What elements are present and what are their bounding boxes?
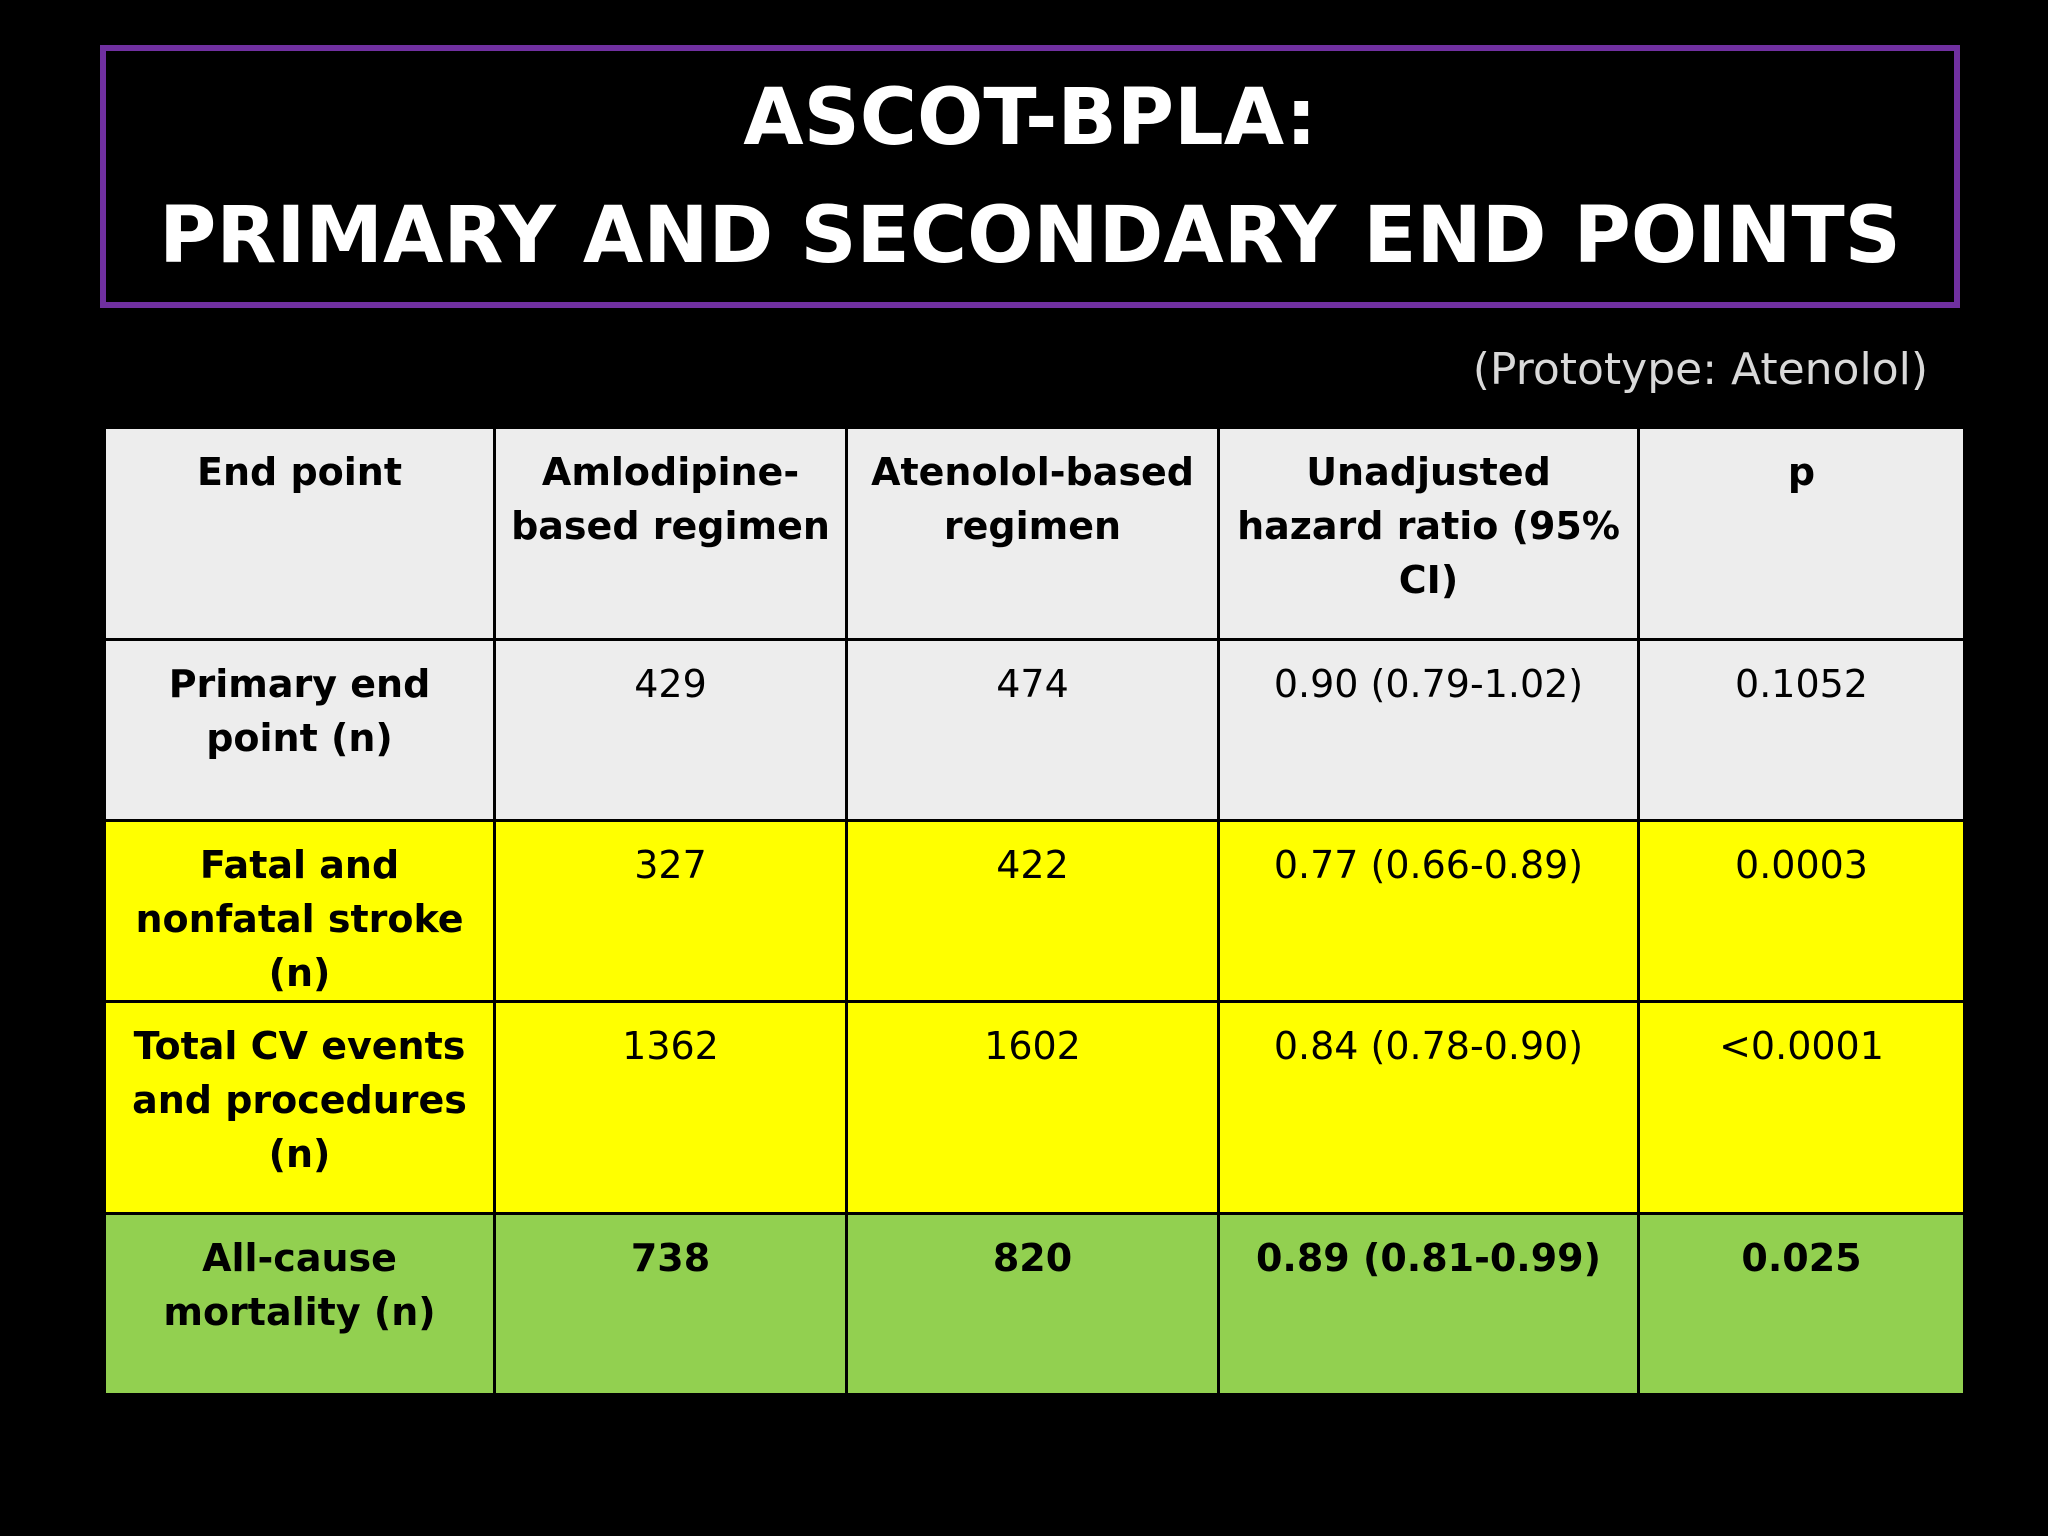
cell-amlodipine: 429 — [493, 638, 848, 822]
cell-atenolol: 422 — [845, 819, 1220, 1003]
header-atenolol: Atenolol-based regimen — [845, 426, 1220, 641]
cell-atenolol: 820 — [845, 1212, 1220, 1396]
table-row: Fatal and nonfatal stroke (n) 327 422 0.… — [103, 819, 1966, 1003]
cell-hazard-ratio: 0.89 (0.81-0.99) — [1217, 1212, 1640, 1396]
prototype-note: (Prototype: Atenolol) — [1472, 344, 1928, 395]
cell-p: 0.1052 — [1637, 638, 1966, 822]
cell-hazard-ratio: 0.90 (0.79-1.02) — [1217, 638, 1640, 822]
row-label: Fatal and nonfatal stroke (n) — [103, 819, 496, 1003]
cell-atenolol: 1602 — [845, 1000, 1220, 1215]
table-header-row: End point Amlodipine-based regimen Ateno… — [103, 426, 1966, 641]
table-row: All-cause mortality (n) 738 820 0.89 (0.… — [103, 1212, 1966, 1396]
cell-p: 0.0003 — [1637, 819, 1966, 1003]
header-amlodipine: Amlodipine-based regimen — [493, 426, 848, 641]
title-line-2: PRIMARY AND SECONDARY END POINTS — [159, 190, 1901, 281]
endpoints-table: End point Amlodipine-based regimen Ateno… — [103, 426, 1966, 1396]
cell-amlodipine: 327 — [493, 819, 848, 1003]
row-label: All-cause mortality (n) — [103, 1212, 496, 1396]
cell-atenolol: 474 — [845, 638, 1220, 822]
title-line-1: ASCOT-BPLA: — [743, 72, 1317, 163]
row-label: Total CV events and procedures (n) — [103, 1000, 496, 1215]
header-end-point: End point — [103, 426, 496, 641]
header-p: p — [1637, 426, 1966, 641]
header-hazard-ratio: Unadjusted hazard ratio (95% CI) — [1217, 426, 1640, 641]
table-row: Total CV events and procedures (n) 1362 … — [103, 1000, 1966, 1215]
row-label: Primary end point (n) — [103, 638, 496, 822]
cell-p: <0.0001 — [1637, 1000, 1966, 1215]
title-box: ASCOT-BPLA: PRIMARY AND SECONDARY END PO… — [100, 45, 1960, 308]
cell-hazard-ratio: 0.77 (0.66-0.89) — [1217, 819, 1640, 1003]
cell-p: 0.025 — [1637, 1212, 1966, 1396]
cell-hazard-ratio: 0.84 (0.78-0.90) — [1217, 1000, 1640, 1215]
table-row: Primary end point (n) 429 474 0.90 (0.79… — [103, 638, 1966, 822]
cell-amlodipine: 738 — [493, 1212, 848, 1396]
cell-amlodipine: 1362 — [493, 1000, 848, 1215]
